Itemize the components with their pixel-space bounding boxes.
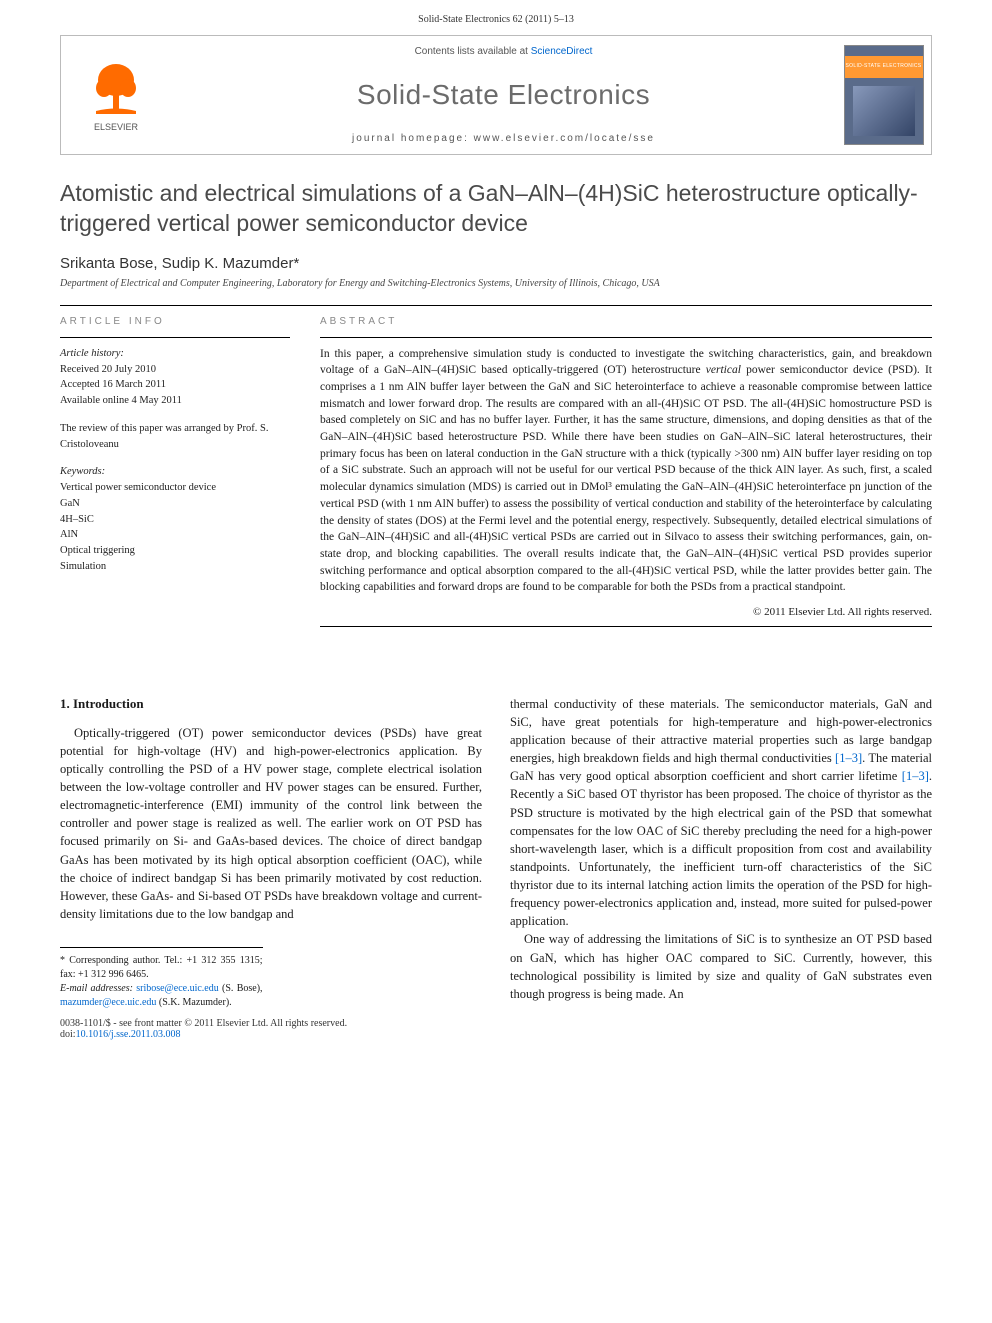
article-info-column: ARTICLE INFO Article history: Received 2… bbox=[60, 316, 290, 635]
article-title: Atomistic and electrical simulations of … bbox=[60, 179, 932, 239]
abstract-column: ABSTRACT In this paper, a comprehensive … bbox=[320, 316, 932, 635]
email-line: E-mail addresses: sribose@ece.uic.edu (S… bbox=[60, 982, 263, 1010]
cover-title: SOLID-STATE ELECTRONICS bbox=[846, 64, 922, 70]
authors: Srikanta Bose, Sudip K. Mazumder* bbox=[60, 255, 932, 272]
keyword: Simulation bbox=[60, 559, 290, 575]
history-online: Available online 4 May 2011 bbox=[60, 395, 182, 406]
body-col-right: thermal conductivity of these materials.… bbox=[510, 695, 932, 1010]
history-heading: Article history: bbox=[60, 348, 124, 359]
sciencedirect-link[interactable]: ScienceDirect bbox=[531, 46, 593, 57]
body-paragraph: thermal conductivity of these materials.… bbox=[510, 695, 932, 931]
info-label: ARTICLE INFO bbox=[60, 316, 290, 327]
abstract-label: ABSTRACT bbox=[320, 316, 932, 327]
keywords-block: Keywords: Vertical power semiconductor d… bbox=[60, 464, 290, 574]
bottom-meta: 0038-1101/$ - see front matter © 2011 El… bbox=[0, 1010, 992, 1060]
corresponding-author: * Corresponding author. Tel.: +1 312 355… bbox=[60, 954, 263, 982]
keyword: AlN bbox=[60, 527, 290, 543]
elsevier-logo bbox=[86, 58, 146, 118]
contents-prefix: Contents lists available at bbox=[415, 46, 531, 57]
citation-link[interactable]: [1–3] bbox=[835, 751, 862, 765]
keywords-heading: Keywords: bbox=[60, 466, 105, 477]
section-heading: 1. Introduction bbox=[60, 695, 482, 714]
body-paragraph: Optically-triggered (OT) power semicondu… bbox=[60, 724, 482, 923]
journal-cover: SOLID-STATE ELECTRONICS bbox=[844, 45, 924, 145]
abstract-part: power semiconductor device (PSD). It com… bbox=[320, 364, 932, 593]
email-link[interactable]: mazumder@ece.uic.edu bbox=[60, 997, 156, 1008]
publisher-block: ELSEVIER bbox=[61, 36, 171, 154]
abstract-text: In this paper, a comprehensive simulatio… bbox=[320, 346, 932, 596]
contents-line: Contents lists available at ScienceDirec… bbox=[415, 46, 593, 57]
issn-line: 0038-1101/$ - see front matter © 2011 El… bbox=[60, 1018, 932, 1029]
banner-center: Contents lists available at ScienceDirec… bbox=[171, 36, 836, 154]
abstract-rule bbox=[320, 337, 932, 338]
body-columns: 1. Introduction Optically-triggered (OT)… bbox=[0, 695, 992, 1010]
cover-image bbox=[853, 86, 915, 136]
abstract-bottom-rule bbox=[320, 626, 932, 627]
email-owner: (S.K. Mazumder). bbox=[156, 997, 231, 1008]
body-paragraph: One way of addressing the limitations of… bbox=[510, 930, 932, 1003]
citation-link[interactable]: [1–3] bbox=[902, 769, 929, 783]
corresponding-mark: * bbox=[293, 255, 299, 272]
abstract-italic: vertical bbox=[706, 364, 741, 376]
doi-line: doi:10.1016/j.sse.2011.03.008 bbox=[60, 1029, 932, 1040]
doi-prefix: doi: bbox=[60, 1029, 76, 1040]
email-owner: (S. Bose), bbox=[219, 983, 263, 994]
homepage-line: journal homepage: www.elsevier.com/locat… bbox=[352, 133, 655, 144]
homepage-prefix: journal homepage: bbox=[352, 133, 474, 144]
keyword: Optical triggering bbox=[60, 543, 290, 559]
body-col-left: 1. Introduction Optically-triggered (OT)… bbox=[60, 695, 482, 1010]
history-received: Received 20 July 2010 bbox=[60, 364, 156, 375]
running-header: Solid-State Electronics 62 (2011) 5–13 bbox=[0, 0, 992, 35]
rule-top bbox=[60, 305, 932, 306]
text-run: . Recently a SiC based OT thyristor has … bbox=[510, 769, 932, 928]
doi-link[interactable]: 10.1016/j.sse.2011.03.008 bbox=[76, 1029, 181, 1040]
review-note: The review of this paper was arranged by… bbox=[60, 421, 290, 453]
copyright: © 2011 Elsevier Ltd. All rights reserved… bbox=[320, 606, 932, 618]
email-label: E-mail addresses: bbox=[60, 983, 133, 994]
keyword: GaN bbox=[60, 496, 290, 512]
affiliation: Department of Electrical and Computer En… bbox=[60, 278, 932, 289]
info-rule bbox=[60, 337, 290, 338]
homepage-url[interactable]: www.elsevier.com/locate/sse bbox=[474, 133, 655, 144]
publisher-name: ELSEVIER bbox=[94, 122, 138, 132]
footnotes: * Corresponding author. Tel.: +1 312 355… bbox=[60, 947, 263, 1010]
keyword: 4H–SiC bbox=[60, 512, 290, 528]
history-accepted: Accepted 16 March 2011 bbox=[60, 379, 166, 390]
article-history: Article history: Received 20 July 2010 A… bbox=[60, 346, 290, 409]
journal-name: Solid-State Electronics bbox=[357, 79, 650, 111]
author-names: Srikanta Bose, Sudip K. Mazumder bbox=[60, 255, 293, 272]
cover-block: SOLID-STATE ELECTRONICS bbox=[836, 36, 931, 154]
keyword: Vertical power semiconductor device bbox=[60, 480, 290, 496]
email-link[interactable]: sribose@ece.uic.edu bbox=[136, 983, 219, 994]
journal-banner: ELSEVIER Contents lists available at Sci… bbox=[60, 35, 932, 155]
